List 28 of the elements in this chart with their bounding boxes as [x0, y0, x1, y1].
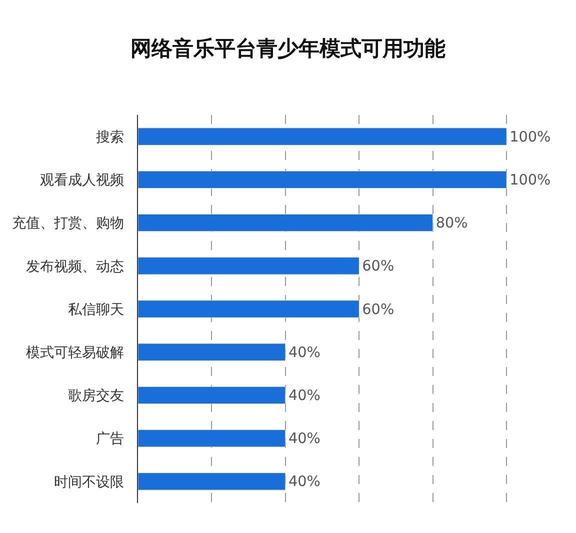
bar — [138, 343, 286, 361]
bar — [138, 300, 360, 318]
y-tick-label: 观看成人视频 — [40, 172, 124, 189]
bar — [138, 128, 507, 146]
y-tick-label: 广告 — [96, 431, 124, 448]
data-label: 40% — [288, 388, 320, 404]
data-label: 40% — [288, 474, 320, 490]
data-label: 100% — [510, 129, 551, 146]
data-label: 80% — [436, 216, 468, 232]
bar — [138, 257, 360, 275]
data-label: 40% — [288, 431, 320, 448]
data-label: 60% — [362, 302, 394, 318]
y-tick-label: 歌房交友 — [68, 388, 124, 404]
data-label: 100% — [510, 172, 551, 188]
y-tick-label: 时间不设限 — [54, 474, 124, 490]
data-label: 40% — [288, 344, 320, 361]
y-tick-label: 私信聊天 — [68, 302, 124, 318]
y-tick-label: 发布视频、动态 — [26, 258, 124, 275]
bar — [138, 170, 507, 189]
y-tick-label: 搜索 — [96, 129, 124, 146]
y-tick-label: 充值、打赏、购物 — [12, 216, 124, 232]
bar — [138, 472, 286, 490]
bar — [138, 214, 434, 232]
y-tick-label: 模式可轻易破解 — [26, 345, 124, 362]
bar — [138, 386, 286, 404]
bar — [138, 429, 286, 448]
data-label: 60% — [362, 258, 394, 275]
chart-title: 网络音乐平台青少年模式可用功能 — [130, 36, 446, 60]
